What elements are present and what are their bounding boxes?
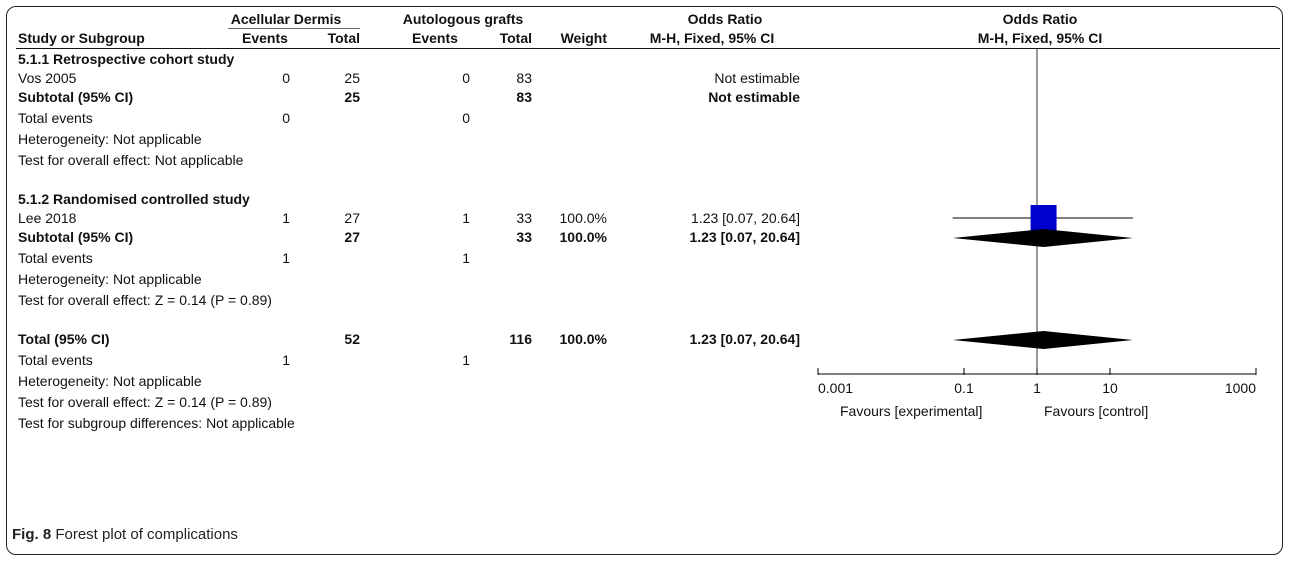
- overall-effect-text: Test for overall effect: Not applicable: [18, 152, 244, 168]
- subtotal-total2: 83: [516, 89, 532, 105]
- total-weight: 100.0%: [559, 331, 607, 347]
- total-label: Total (95% CI): [18, 331, 110, 347]
- total-events-label: Total events: [18, 110, 93, 126]
- study-column-header: Study or Subgroup: [18, 30, 145, 46]
- study-events2: 1: [462, 210, 470, 226]
- total-events-label: Total events: [18, 250, 93, 266]
- plot-subtitle: M-H, Fixed, 95% CI: [977, 30, 1103, 46]
- subtotal-diamond: [952, 229, 1133, 247]
- total-total2: 116: [509, 331, 532, 347]
- study-name: Lee 2018: [18, 210, 77, 226]
- or-column-title: Odds Ratio: [687, 11, 763, 27]
- favours-experimental-label: Favours [experimental]: [840, 403, 983, 419]
- study-weight: 100.0%: [559, 210, 607, 226]
- total-events1: 0: [282, 110, 290, 126]
- overall-effect-text: Test for overall effect: Z = 0.14 (P = 0…: [18, 394, 272, 410]
- total-ci-text: 1.23 [0.07, 20.64]: [689, 331, 800, 347]
- study-total1: 25: [344, 70, 360, 86]
- header-rule: [16, 48, 1280, 49]
- total-events1: 1: [282, 352, 290, 368]
- total-events2: 0: [462, 110, 470, 126]
- study-total1: 27: [344, 210, 360, 226]
- study-name: Vos 2005: [18, 70, 77, 86]
- x-axis-tick-label: 1: [1033, 380, 1041, 396]
- total2-header: Total: [499, 30, 532, 46]
- study-total2: 33: [516, 210, 532, 226]
- study-weight-square: [1030, 205, 1057, 231]
- subtotal-ci-text: 1.23 [0.07, 20.64]: [689, 229, 800, 245]
- total1-header: Total: [327, 30, 360, 46]
- weight-header: Weight: [560, 30, 607, 46]
- study-events2: 0: [462, 70, 470, 86]
- study-total2: 83: [516, 70, 532, 86]
- subtotal-label: Subtotal (95% CI): [18, 229, 134, 245]
- total-total1: 52: [344, 331, 360, 347]
- figure-number: Fig. 8: [12, 526, 52, 543]
- subtotal-total1: 27: [344, 229, 360, 245]
- total-events1: 1: [282, 250, 290, 266]
- study-events1: 1: [282, 210, 290, 226]
- figure-caption: Fig. 8 Forest plot of complications: [12, 526, 238, 543]
- heterogeneity-text: Heterogeneity: Not applicable: [18, 131, 202, 147]
- events1-header: Events: [242, 30, 288, 46]
- subgroup-title: 5.1.1 Retrospective cohort study: [18, 51, 235, 67]
- total-events2: 1: [462, 250, 470, 266]
- subgroup-title: 5.1.2 Randomised controlled study: [18, 191, 250, 207]
- heterogeneity-text: Heterogeneity: Not applicable: [18, 373, 202, 389]
- total-diamond: [952, 331, 1133, 349]
- study-events1: 0: [282, 70, 290, 86]
- subtotal-ci-text: Not estimable: [708, 89, 800, 105]
- group1-header: Acellular Dermis: [230, 11, 342, 27]
- figure-frame: [6, 6, 1283, 555]
- subtotal-label: Subtotal (95% CI): [18, 89, 134, 105]
- heterogeneity-text: Heterogeneity: Not applicable: [18, 271, 202, 287]
- group2-header: Autologous grafts: [402, 11, 524, 27]
- x-axis-tick-label: 0.001: [818, 380, 853, 396]
- overall-effect-text: Test for overall effect: Z = 0.14 (P = 0…: [18, 292, 272, 308]
- subtotal-total1: 25: [344, 89, 360, 105]
- subtotal-total2: 33: [516, 229, 532, 245]
- x-axis-tick-label: 1000: [1225, 380, 1256, 396]
- total-events2: 1: [462, 352, 470, 368]
- study-ci-text: Not estimable: [714, 70, 800, 86]
- events2-header: Events: [412, 30, 458, 46]
- figure-caption-text: Forest plot of complications: [55, 526, 238, 543]
- subtotal-weight: 100.0%: [559, 229, 607, 245]
- group1-rule: [228, 28, 360, 29]
- x-axis-tick-label: 0.1: [954, 380, 974, 396]
- favours-control-label: Favours [control]: [1044, 403, 1149, 419]
- or-column-subtitle: M-H, Fixed, 95% CI: [649, 30, 775, 46]
- study-ci-text: 1.23 [0.07, 20.64]: [691, 210, 800, 226]
- subgroup-difference-text: Test for subgroup differences: Not appli…: [18, 415, 295, 431]
- total-events-label: Total events: [18, 352, 93, 368]
- plot-title: Odds Ratio: [1002, 11, 1078, 27]
- x-axis-tick-label: 10: [1102, 380, 1118, 396]
